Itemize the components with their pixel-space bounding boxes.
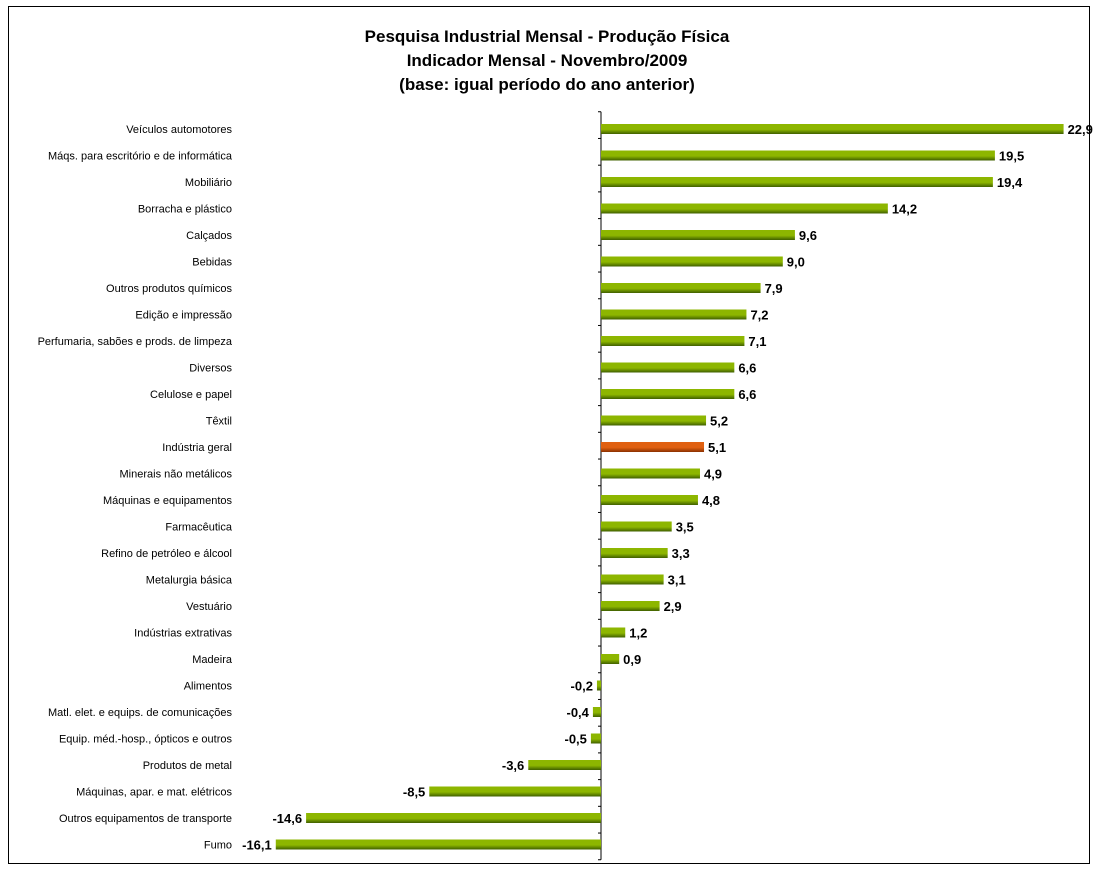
category-label: Produtos de metal xyxy=(143,760,232,772)
data-label: 2,9 xyxy=(664,599,682,614)
chart-title-line-3: (base: igual período do ano anterior) xyxy=(399,75,695,94)
bar xyxy=(601,415,707,426)
data-label: -0,4 xyxy=(567,705,590,720)
data-label: 4,8 xyxy=(702,493,720,508)
chart-frame xyxy=(8,6,1090,864)
bar xyxy=(601,627,626,638)
category-label: Farmacêutica xyxy=(165,522,233,534)
bar xyxy=(601,124,1064,134)
data-label: 5,2 xyxy=(710,414,728,429)
data-label: 6,6 xyxy=(738,387,756,402)
data-label: -3,6 xyxy=(502,758,524,773)
category-label: Têxtil xyxy=(206,416,232,428)
bar xyxy=(601,283,761,293)
data-label: 3,1 xyxy=(668,573,686,588)
data-label: 7,9 xyxy=(765,281,783,296)
category-label: Alimentos xyxy=(184,681,233,693)
category-label: Vestuário xyxy=(186,601,232,613)
data-label: -16,1 xyxy=(242,838,272,853)
bar xyxy=(601,495,698,505)
bar xyxy=(601,203,888,214)
bar xyxy=(601,230,795,240)
category-label: Mobiliário xyxy=(185,177,232,189)
data-label: 19,5 xyxy=(999,149,1024,164)
bar xyxy=(601,574,664,585)
category-label: Perfumaria, sabões e prods. de limpeza xyxy=(38,336,233,348)
data-label: -14,6 xyxy=(272,811,302,826)
data-label: 7,2 xyxy=(750,308,768,323)
category-label: Metalurgia básica xyxy=(146,575,233,587)
data-label: -0,2 xyxy=(571,679,593,694)
bar xyxy=(596,680,601,691)
bar xyxy=(601,256,783,267)
bar xyxy=(601,654,620,664)
data-label: 9,0 xyxy=(787,255,805,270)
category-label: Minerais não metálicos xyxy=(120,469,233,481)
data-label: 19,4 xyxy=(997,175,1023,190)
bar xyxy=(601,548,668,558)
category-label: Máquinas e equipamentos xyxy=(103,495,233,507)
bar xyxy=(528,760,601,770)
data-label: 22,9 xyxy=(1068,122,1093,137)
bar xyxy=(601,601,660,611)
category-label: Calçados xyxy=(186,230,232,242)
data-label: 4,9 xyxy=(704,467,722,482)
bar xyxy=(601,362,735,373)
bar xyxy=(601,177,993,187)
data-label: 5,1 xyxy=(708,440,726,455)
category-label: Fumo xyxy=(204,840,232,852)
bar-highlight xyxy=(601,442,705,452)
bar xyxy=(601,309,747,320)
category-label: Celulose e papel xyxy=(150,389,232,401)
chart-title-line-2: Indicador Mensal - Novembro/2009 xyxy=(406,51,688,70)
category-label: Borracha e plástico xyxy=(138,204,232,216)
category-label: Indústria geral xyxy=(162,442,232,454)
bar xyxy=(601,389,735,399)
bar xyxy=(601,150,995,161)
data-label: 14,2 xyxy=(892,202,917,217)
category-label: Outros equipamentos de transporte xyxy=(59,813,232,825)
data-label: 3,3 xyxy=(672,546,690,561)
category-label: Equip. méd.-hosp., ópticos e outros xyxy=(59,734,233,746)
category-label: Veículos automotores xyxy=(126,124,232,136)
bar xyxy=(275,839,601,850)
data-label: 3,5 xyxy=(676,520,694,535)
data-label: -8,5 xyxy=(403,785,425,800)
category-label: Diversos xyxy=(189,363,232,375)
data-label: 0,9 xyxy=(623,652,641,667)
data-label: -0,5 xyxy=(564,732,586,747)
data-label: 9,6 xyxy=(799,228,817,243)
category-label: Máqs. para escritório e de informática xyxy=(48,151,233,163)
data-label: 1,2 xyxy=(629,626,647,641)
bar xyxy=(601,521,672,532)
data-label: 6,6 xyxy=(738,361,756,376)
category-label: Indústrias extrativas xyxy=(134,628,232,640)
category-label: Edição e impressão xyxy=(135,310,232,322)
bar xyxy=(590,733,601,744)
category-label: Refino de petróleo e álcool xyxy=(101,548,232,560)
category-label: Outros produtos químicos xyxy=(106,283,232,295)
bar xyxy=(306,813,601,823)
bar xyxy=(601,468,700,479)
category-label: Máquinas, apar. e mat. elétricos xyxy=(76,787,232,799)
bar xyxy=(601,336,745,346)
bar xyxy=(429,786,601,797)
bar xyxy=(592,707,601,717)
data-label: 7,1 xyxy=(748,334,766,349)
category-label: Bebidas xyxy=(192,257,232,269)
category-label: Matl. elet. e equips. de comunicações xyxy=(48,707,233,719)
category-label: Madeira xyxy=(192,654,233,666)
chart-title-line-1: Pesquisa Industrial Mensal - Produção Fí… xyxy=(364,27,730,46)
